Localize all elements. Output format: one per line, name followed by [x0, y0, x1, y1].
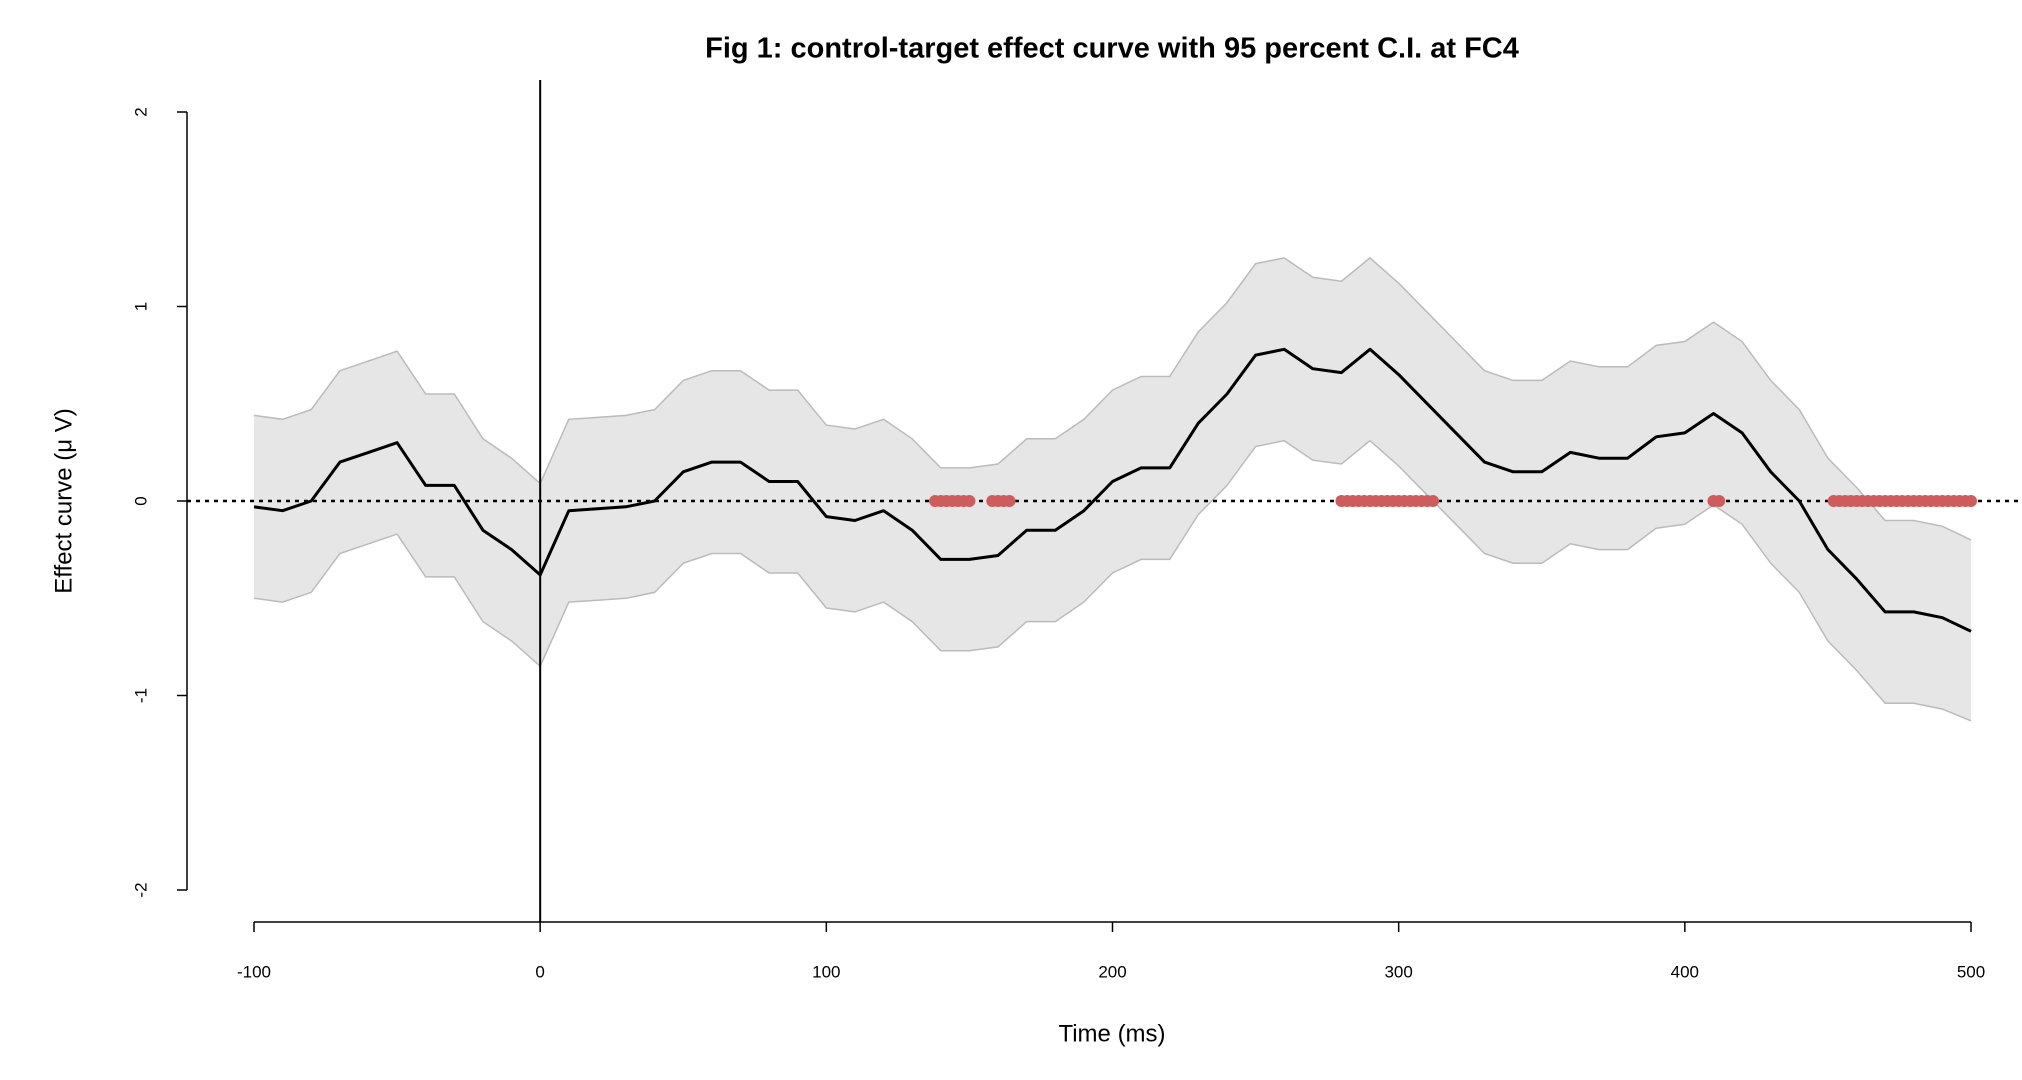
x-tick-label: 400 [1671, 962, 1699, 981]
y-tick-label: 1 [131, 302, 150, 311]
x-axis-label: Time (ms) [1058, 1020, 1165, 1047]
x-tick-label: -100 [237, 962, 271, 981]
significant-point [1713, 495, 1726, 507]
y-tick-label: 0 [131, 496, 150, 505]
ci-band [254, 257, 1971, 721]
x-tick-label: 100 [812, 962, 840, 981]
y-axis-label: Effect curve (μ V) [50, 408, 77, 593]
y-tick-label: 2 [131, 107, 150, 116]
x-tick-label: 300 [1384, 962, 1412, 981]
x-tick-label: 200 [1098, 962, 1126, 981]
x-tick-label: 500 [1957, 962, 1985, 981]
significant-point [1003, 495, 1016, 507]
significant-point [963, 495, 976, 507]
y-tick-label: -1 [131, 688, 150, 703]
significant-point [1427, 495, 1440, 507]
x-tick-label: 0 [535, 962, 544, 981]
effect-curve [253, 347, 1972, 633]
significant-point [1965, 495, 1977, 507]
y-tick-label: -2 [131, 882, 150, 897]
chart-title: Fig 1: control-target effect curve with … [705, 33, 1519, 65]
